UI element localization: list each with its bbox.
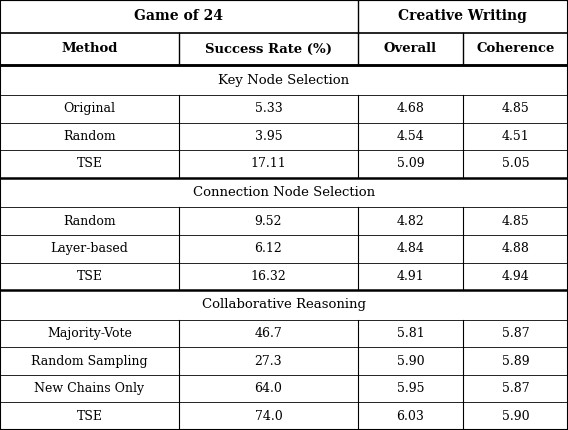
- Text: 5.89: 5.89: [502, 355, 529, 368]
- Text: 5.81: 5.81: [396, 327, 424, 340]
- Text: 4.85: 4.85: [502, 102, 529, 115]
- Text: 5.90: 5.90: [502, 410, 529, 423]
- Text: 5.95: 5.95: [396, 382, 424, 395]
- Text: 5.87: 5.87: [502, 382, 529, 395]
- Text: Original: Original: [64, 102, 115, 115]
- Text: Random Sampling: Random Sampling: [31, 355, 148, 368]
- Text: 4.84: 4.84: [396, 242, 424, 255]
- Text: Connection Node Selection: Connection Node Selection: [193, 186, 375, 199]
- Text: 6.12: 6.12: [254, 242, 282, 255]
- Text: Random: Random: [63, 215, 116, 228]
- Text: 17.11: 17.11: [250, 157, 286, 170]
- Text: Method: Method: [61, 43, 118, 55]
- Text: 9.52: 9.52: [254, 215, 282, 228]
- Text: 4.82: 4.82: [396, 215, 424, 228]
- Text: 46.7: 46.7: [254, 327, 282, 340]
- Text: 74.0: 74.0: [254, 410, 282, 423]
- Text: 3.95: 3.95: [254, 130, 282, 143]
- Text: 4.88: 4.88: [502, 242, 529, 255]
- Text: 4.85: 4.85: [502, 215, 529, 228]
- Text: 5.90: 5.90: [396, 355, 424, 368]
- Text: 4.54: 4.54: [396, 130, 424, 143]
- Text: TSE: TSE: [77, 270, 102, 283]
- Text: Creative Writing: Creative Writing: [399, 9, 527, 23]
- Text: Collaborative Reasoning: Collaborative Reasoning: [202, 298, 366, 311]
- Text: Success Rate (%): Success Rate (%): [205, 43, 332, 55]
- Text: Game of 24: Game of 24: [135, 9, 223, 23]
- Text: Key Node Selection: Key Node Selection: [219, 74, 349, 87]
- Text: TSE: TSE: [77, 410, 102, 423]
- Text: 4.68: 4.68: [396, 102, 424, 115]
- Text: TSE: TSE: [77, 157, 102, 170]
- Text: 5.05: 5.05: [502, 157, 529, 170]
- Text: 4.51: 4.51: [502, 130, 529, 143]
- Text: 4.94: 4.94: [502, 270, 529, 283]
- Text: Overall: Overall: [384, 43, 437, 55]
- Text: 5.33: 5.33: [254, 102, 282, 115]
- Text: 6.03: 6.03: [396, 410, 424, 423]
- Text: 4.91: 4.91: [396, 270, 424, 283]
- Text: 5.87: 5.87: [502, 327, 529, 340]
- Text: 64.0: 64.0: [254, 382, 282, 395]
- Text: 27.3: 27.3: [254, 355, 282, 368]
- Text: New Chains Only: New Chains Only: [35, 382, 144, 395]
- Text: Coherence: Coherence: [477, 43, 554, 55]
- Text: 5.09: 5.09: [396, 157, 424, 170]
- Text: Majority-Vote: Majority-Vote: [47, 327, 132, 340]
- Text: Layer-based: Layer-based: [51, 242, 128, 255]
- Text: 16.32: 16.32: [250, 270, 286, 283]
- Text: Random: Random: [63, 130, 116, 143]
